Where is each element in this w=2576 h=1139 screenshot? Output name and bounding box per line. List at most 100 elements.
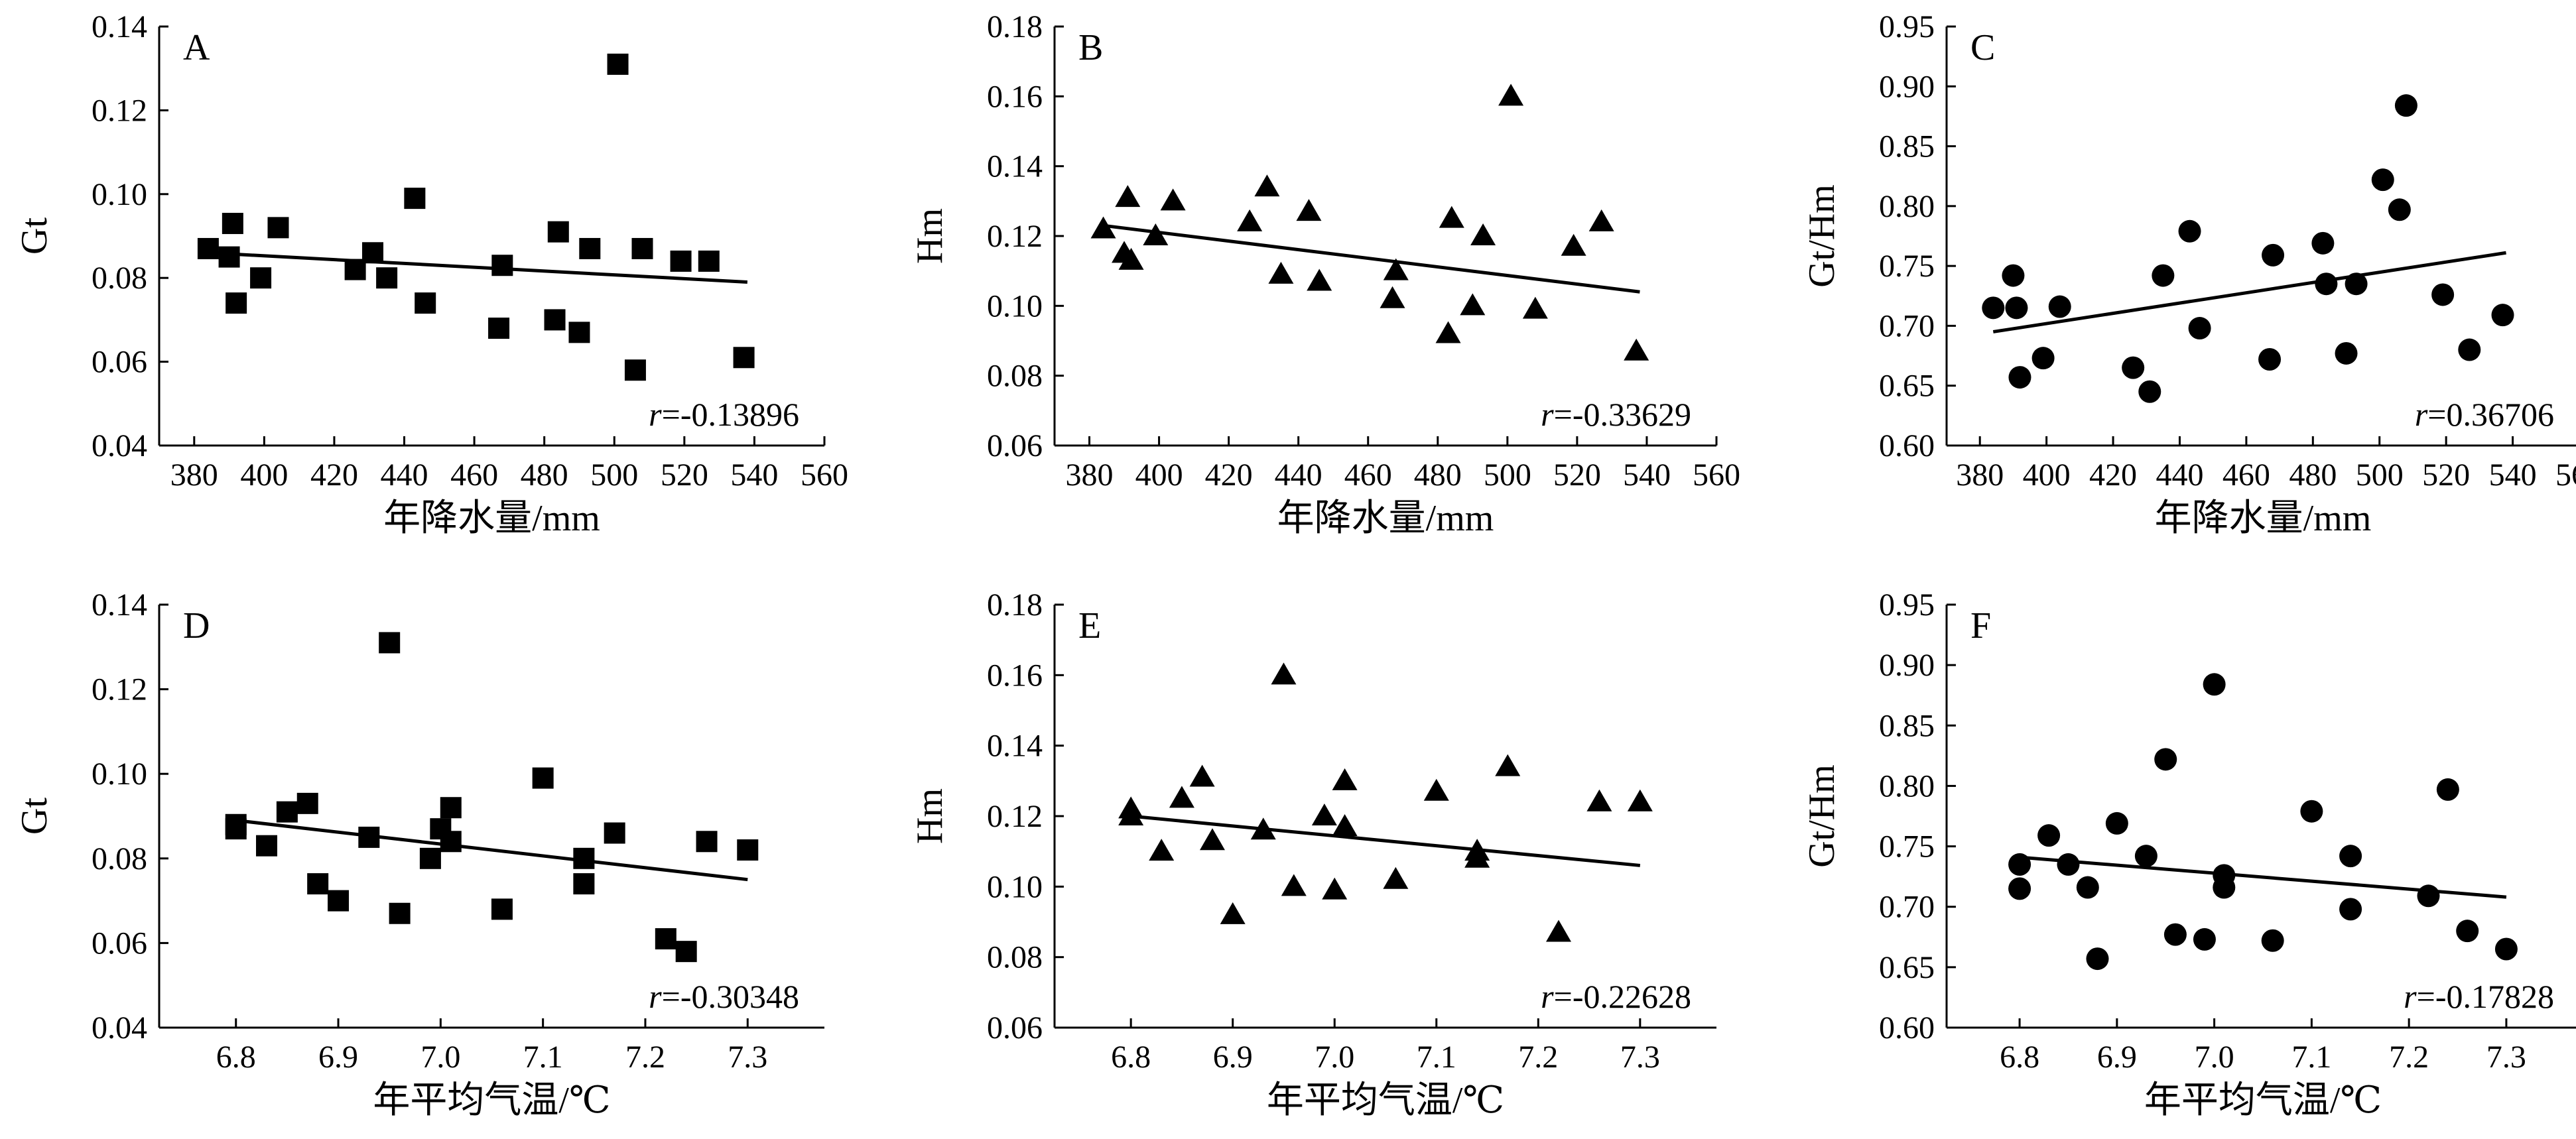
data-point: [1460, 293, 1486, 316]
data-point: [218, 246, 240, 268]
data-point: [1380, 286, 1405, 308]
panel-letter: A: [183, 27, 210, 68]
y-axis-title: Gt: [14, 798, 55, 835]
data-point: [2491, 304, 2514, 327]
data-point: [1332, 813, 1358, 836]
data-point: [2345, 272, 2368, 296]
x-tick-label: 400: [2023, 457, 2071, 493]
x-tick-label: 380: [170, 457, 218, 493]
y-tick-label: 0.14: [987, 729, 1043, 764]
x-tick-label: 460: [2222, 457, 2270, 493]
data-point: [440, 831, 462, 853]
correlation-symbol: r: [1541, 396, 1554, 433]
data-point: [631, 237, 653, 259]
x-tick-label: 6.9: [318, 1040, 358, 1075]
data-point: [1090, 216, 1116, 239]
data-point: [604, 822, 625, 844]
data-point: [362, 242, 384, 264]
x-tick-label: 7.3: [1620, 1040, 1660, 1075]
data-point: [1220, 902, 1246, 924]
x-tick-label: 520: [1553, 457, 1601, 493]
y-tick-label: 0.60: [1879, 428, 1935, 463]
x-tick-label: 440: [1275, 457, 1322, 493]
y-tick-label: 0.16: [987, 79, 1043, 114]
y-tick-label: 0.08: [92, 841, 147, 876]
data-point: [2262, 243, 2285, 267]
data-point: [696, 831, 718, 853]
x-tick-label: 7.2: [2389, 1040, 2429, 1075]
y-tick-label: 0.06: [92, 345, 147, 380]
data-point: [2188, 317, 2211, 340]
panel-f: 0.60 0.65 0.70 0.75 0.80 0.85 0.90 0.95 6.8 6.9 7.…: [1801, 587, 2576, 1121]
y-axis-title: Hm: [909, 208, 950, 264]
regression-line: [208, 251, 747, 284]
data-point: [2394, 94, 2417, 117]
data-point: [2005, 296, 2028, 320]
data-point: [1470, 223, 1496, 245]
y-tick-label: 0.14: [987, 149, 1043, 184]
data-point: [419, 847, 441, 869]
y-tick-label: 0.10: [987, 288, 1043, 324]
data-point: [1522, 296, 1548, 319]
x-tick-label: 500: [2356, 457, 2404, 493]
data-point: [415, 292, 436, 314]
panel-c: 0.60 0.65 0.70 0.75 0.80 0.85 0.90 0.95 380 400 42…: [1801, 9, 2576, 539]
correlation-label: r=-0.17828: [2404, 978, 2554, 1015]
data-point: [1250, 817, 1276, 840]
y-axis-title: Gt/Hm: [1801, 764, 1842, 868]
y-tick-label: 0.65: [1879, 369, 1935, 404]
data-point: [488, 318, 510, 339]
data-point: [1271, 662, 1297, 685]
data-point: [491, 898, 513, 920]
data-point: [2152, 264, 2175, 287]
data-point: [1624, 338, 1649, 361]
y-tick-label: 0.04: [92, 1010, 147, 1046]
panel-letter: C: [1970, 27, 1995, 68]
data-point: [1982, 296, 2005, 320]
data-point: [1254, 174, 1280, 197]
regression-line: [1992, 251, 2506, 333]
data-point: [547, 221, 569, 243]
x-tick-label: 380: [1066, 457, 1114, 493]
x-tick-label: 6.9: [1213, 1040, 1253, 1075]
data-point: [2086, 947, 2109, 971]
data-point: [358, 826, 380, 848]
correlation-value: =-0.13896: [662, 396, 799, 433]
data-point: [2213, 876, 2236, 899]
x-tick-label: 440: [381, 457, 428, 493]
y-tick-label: 0.70: [1879, 890, 1935, 925]
data-point: [1189, 764, 1215, 787]
x-tick-label: 400: [1135, 457, 1183, 493]
y-tick-label: 0.12: [92, 672, 147, 707]
data-point: [607, 53, 629, 75]
x-tick-label: 6.8: [2000, 1040, 2039, 1075]
regression-line: [235, 818, 748, 882]
y-tick-label: 0.18: [987, 9, 1043, 44]
data-point: [491, 255, 513, 276]
data-point: [532, 767, 554, 789]
data-point: [1311, 804, 1337, 825]
x-tick-label: 540: [1623, 457, 1671, 493]
x-tick-label: 480: [2289, 457, 2337, 493]
x-tick-label: 420: [1205, 457, 1253, 493]
data-point: [328, 890, 350, 912]
data-point: [2057, 853, 2080, 876]
data-point: [276, 801, 298, 823]
y-tick-label: 0.06: [987, 1010, 1043, 1046]
data-point: [737, 839, 759, 861]
y-tick-label: 0.12: [987, 799, 1043, 834]
data-point: [2154, 748, 2177, 771]
x-tick-label: 7.1: [2291, 1040, 2331, 1075]
panel-b: 0.06 0.08 0.10 0.12 0.14 0.16 0.18 380 400 420 440…: [909, 9, 1740, 539]
data-point: [440, 797, 462, 819]
x-tick-label: 540: [730, 457, 778, 493]
x-tick-label: 460: [450, 457, 498, 493]
y-tick-label: 0.85: [1879, 708, 1935, 743]
data-point: [2417, 884, 2440, 908]
data-point: [1498, 84, 1524, 106]
data-point: [1435, 321, 1461, 343]
x-tick-label: 7.2: [1518, 1040, 1558, 1075]
panel-a: 0.04 0.06 0.08 0.10 0.12 0.14 380 400 420 440 460 4…: [14, 9, 848, 539]
data-point: [2431, 283, 2455, 306]
data-point: [1307, 269, 1332, 291]
